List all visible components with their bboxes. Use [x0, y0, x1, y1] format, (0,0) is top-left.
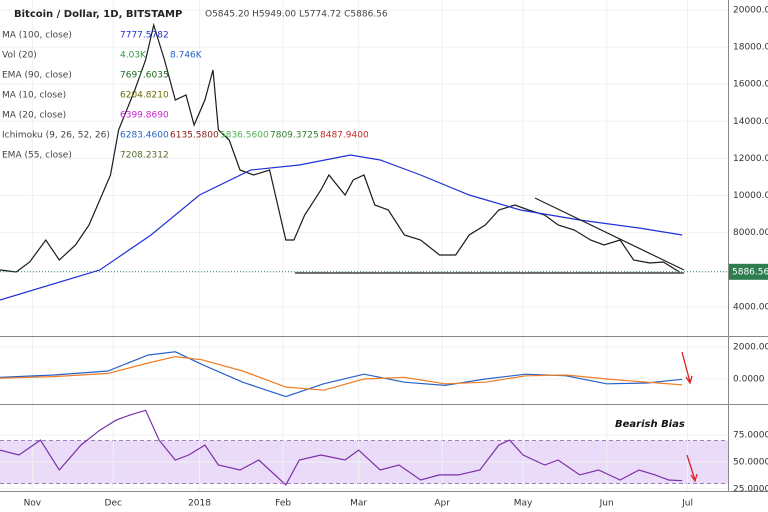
y-tick-label: 10000.00 [733, 191, 768, 201]
y-tick-label: 4000.00 [733, 302, 768, 312]
x-tick-label: 2018 [188, 499, 211, 509]
legend-value: 6399.8690 [120, 111, 169, 121]
legend-value: 7697.6035 [120, 71, 169, 81]
series-line [0, 22, 680, 273]
legend-value: 8.746K [170, 51, 203, 61]
legend-value: 6283.4600 [120, 131, 169, 141]
chart-title: Bitcoin / Dollar, 1D, BITSTAMP [14, 9, 182, 20]
x-tick-label: Mar [350, 499, 367, 509]
y-tick-label: 75.0000 [733, 431, 768, 441]
legend-value: 7777.5782 [120, 31, 169, 41]
series-line [0, 154, 683, 301]
x-tick-label: Apr [434, 499, 450, 509]
x-tick-label: May [514, 499, 533, 509]
x-tick-label: Feb [275, 499, 291, 509]
y-tick-label: 20000.00 [733, 6, 768, 16]
last-price-label: 5886.56 [732, 267, 768, 277]
y-tick-label: 14000.00 [733, 117, 768, 127]
arrow [686, 454, 698, 483]
y-tick-label: 12000.00 [733, 154, 768, 164]
series-line [0, 351, 683, 398]
legend-name: MA (20, close) [2, 111, 66, 121]
legend-value: 7809.3725 [270, 131, 319, 141]
legend-name: EMA (55, close) [2, 151, 72, 161]
legend-value: 6135.5800 [170, 131, 219, 141]
legend-value: 7208.2312 [120, 151, 169, 161]
annotation: Bearish Bias [615, 419, 685, 430]
y-tick-label: 8000.00 [733, 228, 768, 238]
legend-value: 4.03K [120, 51, 147, 61]
x-tick-label: Jul [681, 499, 693, 509]
legend-name: Ichimoku (9, 26, 52, 26) [2, 131, 110, 141]
legend-value: 6204.8210 [120, 91, 169, 101]
ohlc: O5845.20 H5949.00 L5774.72 C5886.56 [205, 10, 388, 20]
y-tick-label: 16000.00 [733, 80, 768, 90]
y-tick-label: 18000.00 [733, 43, 768, 53]
arrow [681, 351, 693, 385]
legend-value: 5836.5600 [220, 131, 269, 141]
legend-value: 8487.9400 [320, 131, 369, 141]
legend-name: MA (100, close) [2, 31, 72, 41]
legend-name: MA (10, close) [2, 91, 66, 101]
plots [0, 22, 728, 486]
legend-name: EMA (90, close) [2, 71, 72, 81]
y-tick-label: 50.0000 [733, 458, 768, 468]
x-tick-label: Jun [599, 499, 614, 509]
series-line [0, 355, 683, 391]
legend-name: Vol (20) [2, 51, 37, 61]
y-tick-label: 25.0000 [733, 484, 768, 494]
last-price-tag [729, 263, 768, 280]
x-tick-label: Nov [24, 499, 42, 509]
x-tick-label: Dec [105, 499, 122, 509]
legend: Bitcoin / Dollar, 1D, BITSTAMP O5845.20 H… [2, 6, 768, 509]
trend-line [534, 197, 685, 271]
y-tick-label: 2000.0000 [733, 342, 768, 352]
y-tick-label: 0.0000 [733, 374, 765, 384]
series-line [0, 409, 683, 486]
